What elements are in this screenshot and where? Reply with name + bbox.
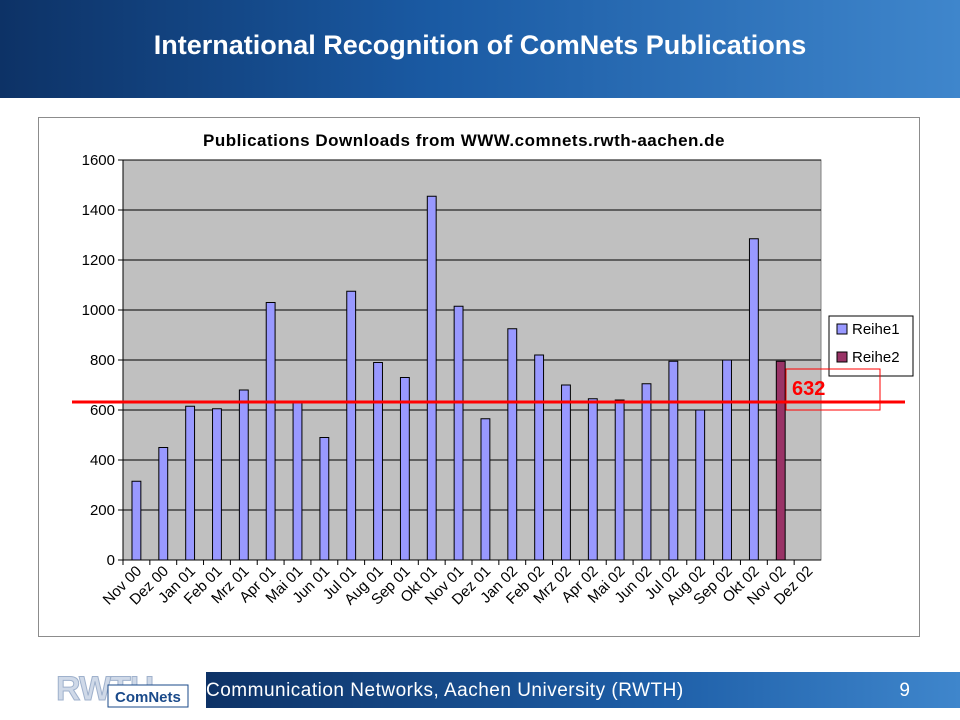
legend-swatch [836,351,848,363]
page-number: 9 [899,680,910,701]
bars [131,195,786,561]
slide-title: International Recognition of ComNets Pub… [153,30,807,60]
chart-frame: Publications Downloads from WWW.comnets.… [38,117,920,637]
legend-label: Reihe1 [852,321,900,338]
y-tick-label: 1600 [82,152,115,169]
y-tick-label: 400 [90,452,115,469]
chart-title: Publications Downloads from WWW.comnets.… [203,131,725,150]
title-banner: International Recognition of ComNets Pub… [0,0,960,98]
reference-label-box [785,368,881,411]
legend: Reihe1 Reihe2 [828,315,914,377]
legend-label: Reihe2 [852,349,900,366]
rwth-comnets-logo: RWTH ComNets [56,670,189,709]
y-tick-label: 600 [90,402,115,419]
y-tick-label: 800 [90,352,115,369]
footer-text: Communication Networks, Aachen Universit… [206,680,684,701]
y-axis: 0 200 400 600 800 1000 1200 1400 1600 [82,152,124,569]
y-tick-label: 200 [90,502,115,519]
y-tick-label: 1200 [82,252,115,269]
reference-label: 632 [792,378,825,400]
y-tick-label: 0 [107,552,115,569]
bar-chart: Publications Downloads from WWW.comnets.… [82,131,914,608]
legend-swatch [836,323,848,335]
y-tick-label: 1000 [82,302,115,319]
footer-bar [206,672,960,708]
logo-comnets-text: ComNets [115,689,181,706]
y-tick-label: 1400 [82,202,115,219]
